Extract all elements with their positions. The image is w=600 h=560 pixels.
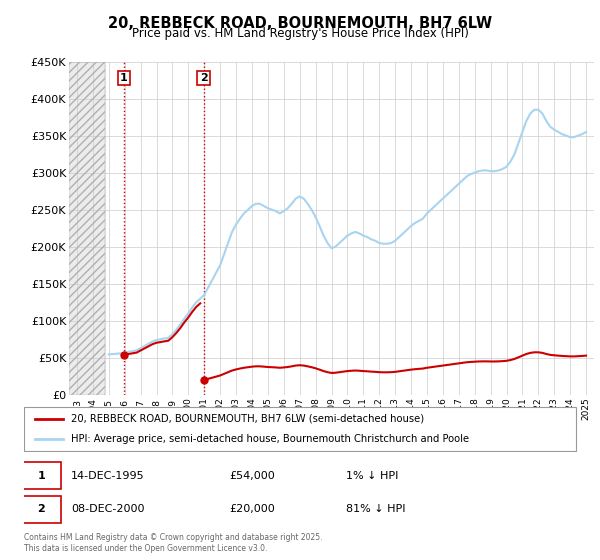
FancyBboxPatch shape xyxy=(21,496,61,522)
Text: 20, REBBECK ROAD, BOURNEMOUTH, BH7 6LW (semi-detached house): 20, REBBECK ROAD, BOURNEMOUTH, BH7 6LW (… xyxy=(71,414,424,424)
Text: 14-DEC-1995: 14-DEC-1995 xyxy=(71,471,145,480)
Text: HPI: Average price, semi-detached house, Bournemouth Christchurch and Poole: HPI: Average price, semi-detached house,… xyxy=(71,434,469,444)
Bar xyxy=(69,62,105,395)
Text: 81% ↓ HPI: 81% ↓ HPI xyxy=(346,505,406,514)
Text: Price paid vs. HM Land Registry's House Price Index (HPI): Price paid vs. HM Land Registry's House … xyxy=(131,27,469,40)
Text: 2: 2 xyxy=(37,505,45,514)
FancyBboxPatch shape xyxy=(21,463,61,489)
Text: 1: 1 xyxy=(37,471,45,480)
FancyBboxPatch shape xyxy=(24,407,576,451)
Text: £20,000: £20,000 xyxy=(229,505,275,514)
Text: £54,000: £54,000 xyxy=(229,471,275,480)
Text: 2: 2 xyxy=(200,73,208,83)
Bar xyxy=(69,62,105,395)
Text: 20, REBBECK ROAD, BOURNEMOUTH, BH7 6LW: 20, REBBECK ROAD, BOURNEMOUTH, BH7 6LW xyxy=(108,16,492,31)
Text: Contains HM Land Registry data © Crown copyright and database right 2025.
This d: Contains HM Land Registry data © Crown c… xyxy=(24,533,323,553)
Text: 1: 1 xyxy=(120,73,128,83)
Text: 1% ↓ HPI: 1% ↓ HPI xyxy=(346,471,398,480)
Text: 08-DEC-2000: 08-DEC-2000 xyxy=(71,505,145,514)
